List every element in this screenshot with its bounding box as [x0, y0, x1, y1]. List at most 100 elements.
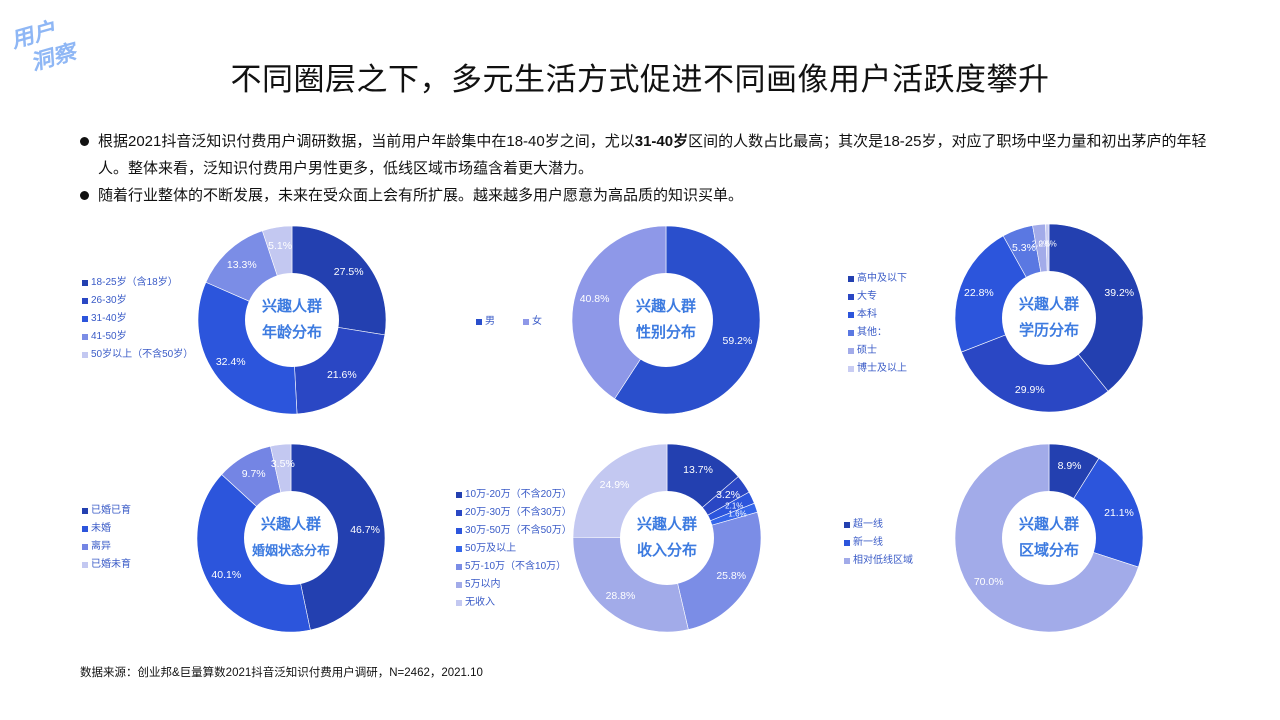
chart-legend: 超一线 新一线相对低线区域: [844, 516, 913, 570]
legend-label: 18-25岁（含18岁）: [91, 277, 178, 288]
chart-legend: 男女: [476, 313, 542, 331]
donut-chart: 27.5% 21.6% 32.4% 13.3% 5.1% 兴趣人群 年龄分布: [198, 226, 386, 414]
legend-swatch-icon: [844, 558, 850, 564]
legend-label: 离异: [91, 541, 111, 552]
legend-label: 未婚: [91, 523, 111, 534]
legend-item: 41-50岁: [82, 328, 193, 346]
legend-label: 5万-10万（不含10万）: [465, 561, 567, 572]
slice-percent-label: 27.5%: [333, 265, 364, 278]
legend-label: 相对低线区域: [853, 555, 913, 566]
slice-percent-label: 0.6%: [1038, 239, 1057, 248]
slice-percent-label: 32.4%: [215, 356, 246, 369]
legend-swatch-icon: [848, 294, 854, 300]
donut-center-label: 兴趣人群 收入分布: [637, 512, 697, 564]
data-source-note: 数据来源：创业邦&巨量算数2021抖音泛知识付费用户调研，N=2462，2021…: [80, 667, 483, 679]
center-subtitle: 区域分布: [1018, 542, 1080, 559]
legend-item: 超一线: [844, 516, 913, 534]
legend-label: 20万-30万（不含30万）: [465, 507, 572, 518]
legend-label: 硕士: [857, 345, 877, 356]
center-title: 兴趣人群: [260, 516, 322, 533]
legend-item: 离异: [82, 538, 131, 556]
legend-swatch-icon: [456, 528, 462, 534]
pie-slice: [290, 444, 385, 631]
bullet-highlight: 31-40岁: [634, 133, 689, 150]
legend-label: 已婚未育: [91, 559, 131, 570]
legend-label: 41-50岁: [91, 331, 127, 342]
legend-item: 女: [523, 313, 542, 331]
legend-item: 相对低线区域: [844, 552, 913, 570]
legend-swatch-icon: [456, 600, 462, 606]
center-subtitle: 学历分布: [1018, 322, 1080, 339]
donut-hole: [619, 273, 713, 367]
legend-item: 50万及以上: [456, 540, 572, 558]
legend-swatch-icon: [82, 298, 88, 304]
slice-percent-label: 21.1%: [1104, 506, 1134, 519]
donut-center-label: 兴趣人群 年龄分布: [262, 294, 322, 346]
legend-item: 无收入: [456, 594, 572, 612]
legend-swatch-icon: [456, 510, 462, 516]
center-title: 兴趣人群: [1018, 516, 1080, 533]
slice-percent-label: 13.7%: [683, 464, 713, 477]
legend-item: 大专: [848, 288, 907, 306]
legend-swatch-icon: [456, 564, 462, 570]
donut-chart: 13.7% 3.2% 2.1% 1.6% 25.8% 28.8% 24.9% 兴趣人群 收入分布: [573, 444, 761, 632]
center-subtitle: 收入分布: [636, 542, 698, 559]
legend-label: 26-30岁: [91, 295, 127, 306]
donut-hole: [244, 491, 338, 585]
donut-hole: [245, 273, 339, 367]
slice-percent-label: 25.8%: [716, 569, 747, 582]
legend-swatch-icon: [82, 280, 88, 286]
slice-percent-label: 40.1%: [211, 568, 242, 581]
legend-label: 本科: [857, 309, 877, 320]
donut-chart: 8.9% 21.1% 70.0% 兴趣人群 区域分布: [955, 444, 1143, 632]
chart-legend: 18-25岁（含18岁） 26-30岁 31-40岁 41-50岁 50岁以上（不含50…: [82, 274, 193, 364]
donut-center-label: 兴趣人群 婚姻状态分布: [252, 512, 330, 564]
legend-label: 31-40岁: [91, 313, 127, 324]
legend-swatch-icon: [456, 582, 462, 588]
legend-swatch-icon: [82, 562, 88, 568]
slice-percent-label: 2.2%: [1031, 239, 1051, 249]
legend-item: 其他：: [848, 324, 907, 342]
legend-label: 5万以内: [465, 579, 501, 590]
legend-swatch-icon: [82, 334, 88, 340]
legend-item: 新一线: [844, 534, 913, 552]
legend-item: 30万-50万（不含50万）: [456, 522, 572, 540]
donut-hole: [620, 491, 714, 585]
slice-percent-label: 3.5%: [270, 457, 295, 470]
legend-item: 50岁以上（不含50岁）: [82, 346, 193, 364]
donut-chart: 59.2% 40.8% 兴趣人群 性别分布: [572, 226, 760, 414]
slice-percent-label: 24.9%: [599, 479, 630, 492]
legend-label: 无收入: [465, 597, 495, 608]
donut-center-label: 兴趣人群 区域分布: [1019, 512, 1079, 564]
legend-swatch-icon: [844, 522, 850, 528]
slice-percent-label: 28.8%: [605, 590, 636, 603]
slice-percent-label: 46.7%: [350, 524, 380, 537]
slice-percent-label: 3.2%: [716, 489, 740, 502]
bullet-item: 根据2021抖音泛知识付费用户调研数据，当前用户年龄集中在18-40岁之间，尤以…: [80, 128, 1210, 182]
slice-percent-label: 13.3%: [226, 258, 257, 271]
bullet-text: 根据2021抖音泛知识付费用户调研数据，当前用户年龄集中在18-40岁之间，尤以: [98, 133, 635, 150]
legend-swatch-icon: [844, 540, 850, 546]
pie-slice: [960, 317, 1109, 412]
chart-legend: 已婚已育 未婚 离异 已婚未育: [82, 502, 131, 574]
legend-swatch-icon: [848, 330, 854, 336]
legend-item: 男: [476, 313, 495, 331]
bullet-text: 随着行业整体的不断发展，未来在受众面上会有所扩展。越来越多用户愿意为高品质的知识…: [98, 187, 744, 204]
legend-swatch-icon: [523, 319, 529, 325]
legend-item: 31-40岁: [82, 310, 193, 328]
slice-percent-label: 29.9%: [1014, 383, 1045, 396]
donut-center-label: 兴趣人群 性别分布: [636, 294, 696, 346]
legend-swatch-icon: [82, 526, 88, 532]
chart-legend: 高中及以下 大专 本科 其他： 硕士 博士及以上: [848, 270, 907, 378]
legend-item: 26-30岁: [82, 292, 193, 310]
slice-percent-label: 5.1%: [268, 240, 293, 253]
legend-label: 男: [485, 316, 495, 327]
legend-swatch-icon: [848, 348, 854, 354]
legend-item: 硕士: [848, 342, 907, 360]
legend-label: 大专: [857, 291, 877, 302]
slice-percent-label: 39.2%: [1104, 287, 1135, 300]
legend-item: 5万以内: [456, 576, 572, 594]
legend-swatch-icon: [848, 312, 854, 318]
donut-chart: 39.2% 29.9% 22.8% 5.3% 2.2% 0.6% 兴趣人群 学历分布: [955, 224, 1143, 412]
legend-label: 高中及以下: [857, 273, 907, 284]
